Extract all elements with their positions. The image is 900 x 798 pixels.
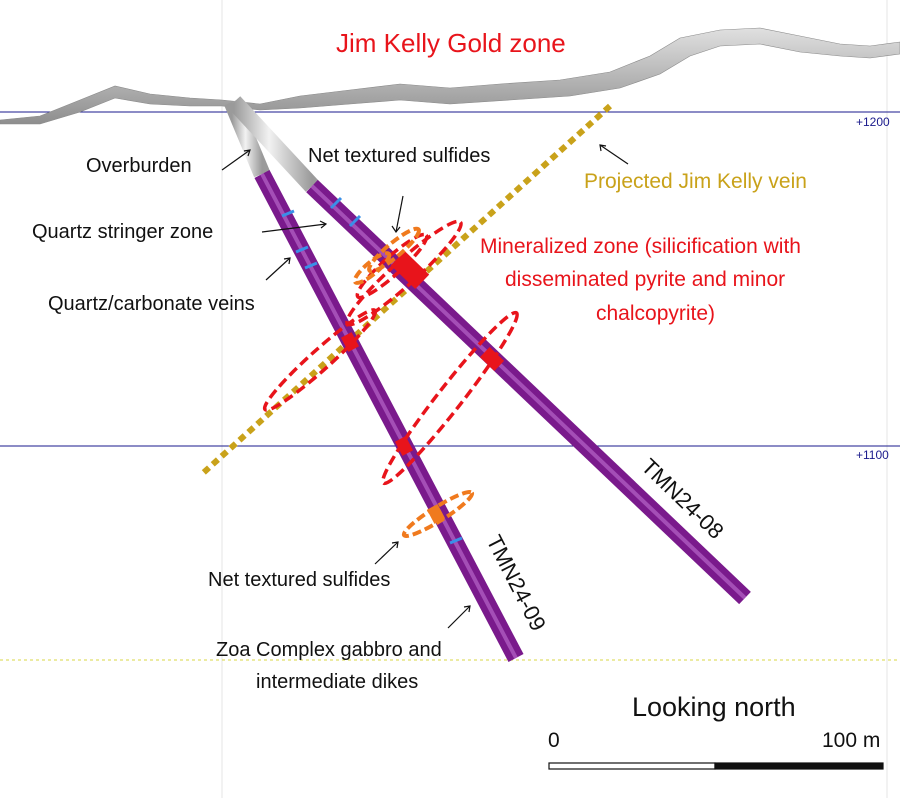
label-projected-vein: Projected Jim Kelly vein xyxy=(584,170,807,193)
label-overburden: Overburden xyxy=(86,155,192,177)
vein-ticks xyxy=(281,196,463,545)
label-mineralized-line-2: disseminated pyrite and minor xyxy=(505,268,785,291)
diagram-title: Jim Kelly Gold zone xyxy=(336,28,566,58)
drillhole-tmn24-08-highlight xyxy=(310,184,747,600)
label-mineralized-line-3: chalcopyrite) xyxy=(596,302,715,325)
scale-label-end: 100 m xyxy=(822,729,880,752)
drillhole-tmn24-09-highlight xyxy=(260,173,518,659)
mineralized-hole-intervals xyxy=(340,250,505,456)
label-quartz-stringer: Quartz stringer zone xyxy=(32,221,213,243)
sulfide-interval-marker xyxy=(426,504,446,524)
overburden-section-tmn24-08 xyxy=(227,96,319,192)
projected-vein-line xyxy=(199,103,613,477)
label-net-textured-lower: Net textured sulfides xyxy=(208,569,390,591)
label-quartz-carbonate: Quartz/carbonate veins xyxy=(48,293,255,315)
scale-bar xyxy=(548,762,884,770)
scale-label-start: 0 xyxy=(548,729,560,752)
label-zoa-line-2: intermediate dikes xyxy=(256,671,418,693)
elevation-label-1200: +1200 xyxy=(856,115,890,129)
leader-arrows xyxy=(221,144,629,629)
label-mineralized-line-1: Mineralized zone (silicification with xyxy=(480,235,801,258)
elevation-label-1100: +1100 xyxy=(856,448,889,462)
orientation-label: Looking north xyxy=(632,692,796,722)
label-zoa-line-1: Zoa Complex gabbro and xyxy=(216,639,442,661)
label-net-textured-upper: Net textured sulfides xyxy=(308,145,490,167)
